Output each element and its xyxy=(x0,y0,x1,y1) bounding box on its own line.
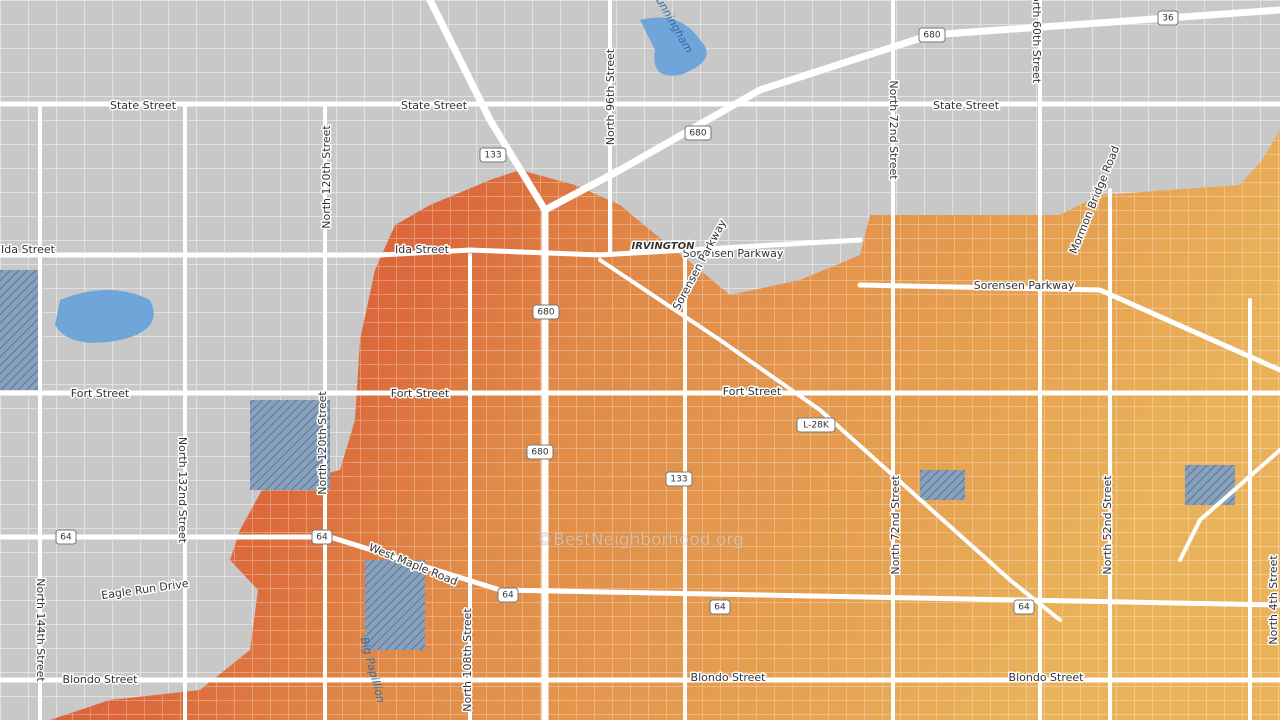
highway-shield: 680 xyxy=(918,27,946,43)
street-label: Blondo Street xyxy=(1009,671,1085,684)
highway-shield: 680 xyxy=(526,444,554,460)
shield-label: 64 xyxy=(60,533,72,543)
water xyxy=(55,17,707,343)
street-label: Blondo Street xyxy=(691,671,767,684)
shield-body xyxy=(1013,599,1035,615)
shield-body xyxy=(709,599,731,615)
street-label: Fort Street xyxy=(71,387,130,400)
shield-label: 133 xyxy=(670,475,687,485)
shield-body xyxy=(918,27,946,43)
shield-label: 133 xyxy=(484,151,501,161)
street-label: Fort Street xyxy=(723,385,782,398)
street-label: Sorensen Parkway xyxy=(974,279,1075,292)
highway-shield: 36 xyxy=(1157,10,1179,26)
shield-label: 64 xyxy=(316,533,328,543)
street-label: North 60th Street xyxy=(1030,0,1043,84)
shield-label: 680 xyxy=(531,448,548,458)
street-label: State Street xyxy=(110,99,177,112)
street-label: Ida Street xyxy=(1,243,56,256)
street-label: North 4th Street xyxy=(1267,555,1280,645)
shield-body xyxy=(479,147,507,163)
shield-body xyxy=(684,125,712,141)
highway-shield: 680 xyxy=(532,304,560,320)
place-label: IRVINGTON xyxy=(632,241,696,252)
shield-label: 64 xyxy=(714,603,726,613)
street-label: North 144th Street xyxy=(34,578,47,682)
street-label: Fort Street xyxy=(391,387,450,400)
street-label: Blondo Street xyxy=(63,673,139,686)
shield-label: 64 xyxy=(502,591,514,601)
shield-body xyxy=(532,304,560,320)
shield-label: 64 xyxy=(1018,603,1030,613)
highway-shield: 64 xyxy=(1013,599,1035,615)
highway-shield: 680 xyxy=(684,125,712,141)
shield-label: L-28K xyxy=(803,421,830,431)
street-label: North 96th Street xyxy=(604,48,617,145)
highway-shield: L-28K xyxy=(796,417,836,433)
street-grid xyxy=(50,130,1280,720)
street-label: North 72nd Street xyxy=(889,475,902,575)
street-label: North 108th Street xyxy=(461,608,474,712)
highway-shield: 64 xyxy=(311,529,333,545)
shield-body xyxy=(526,444,554,460)
street-label: State Street xyxy=(933,99,1000,112)
shield-body xyxy=(665,471,693,487)
shield-label: 680 xyxy=(923,31,940,41)
street-label: North 72nd Street xyxy=(887,80,900,180)
shield-body xyxy=(55,529,77,545)
street-label: North 120th Street xyxy=(316,391,329,495)
highway-shield: 64 xyxy=(497,587,519,603)
highway-shield: 133 xyxy=(479,147,507,163)
street-label: Sorensen Parkway xyxy=(683,247,784,260)
shield-body xyxy=(311,529,333,545)
shield-body xyxy=(497,587,519,603)
shield-body xyxy=(796,417,836,433)
highway-shield: 133 xyxy=(665,471,693,487)
street-label: Ida Street xyxy=(395,243,450,256)
street-label: North 120th Street xyxy=(320,125,333,229)
street-label: North 132nd Street xyxy=(176,437,189,544)
watermark: ©BestNeighborhood.org xyxy=(536,530,744,550)
shield-body xyxy=(1157,10,1179,26)
shield-label: 680 xyxy=(689,129,706,139)
street-label: State Street xyxy=(401,99,468,112)
highway-shield: 64 xyxy=(709,599,731,615)
shield-label: 680 xyxy=(537,308,554,318)
street-label: North 52nd Street xyxy=(1101,475,1114,575)
highway-shield: 64 xyxy=(55,529,77,545)
shield-label: 36 xyxy=(1162,14,1174,24)
